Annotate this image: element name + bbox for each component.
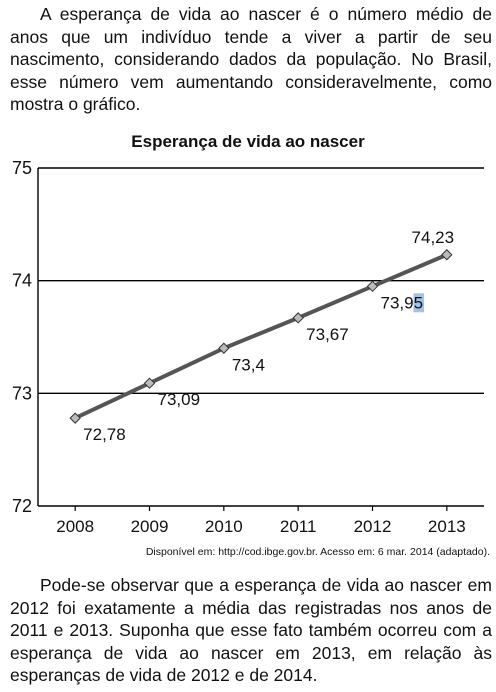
- y-tick-label: 73: [12, 383, 32, 403]
- x-tick-label: 2008: [56, 517, 94, 536]
- data-label: 73,67: [306, 325, 349, 344]
- data-label: 74,23: [412, 228, 455, 247]
- data-label: 73,4: [232, 355, 265, 374]
- x-tick-label: 2010: [205, 517, 243, 536]
- data-label: 72,78: [83, 425, 126, 444]
- x-tick-label: 2012: [354, 517, 392, 536]
- y-tick-label: 75: [12, 158, 32, 178]
- x-tick-label: 2011: [280, 517, 317, 536]
- outro-paragraph: Pode-se observar que a esperança de vida…: [10, 574, 492, 687]
- x-tick-label: 2009: [131, 517, 169, 536]
- chart-title: Esperança de vida ao nascer: [0, 132, 496, 152]
- life-expectancy-chart: 72 73 74 75 2008 2009 2010 2011 2012 2013 72,78 73,…: [0, 150, 496, 545]
- data-label: 73,95: [381, 293, 424, 312]
- intro-paragraph: A esperança de vida ao nascer é o número…: [10, 3, 492, 116]
- data-label: 73,09: [158, 390, 201, 409]
- source-note: Disponível em: http://cod.ibge.gov.br. A…: [146, 546, 490, 558]
- y-tick-label: 72: [12, 496, 32, 516]
- x-tick-label: 2013: [428, 517, 466, 536]
- y-tick-label: 74: [12, 271, 32, 291]
